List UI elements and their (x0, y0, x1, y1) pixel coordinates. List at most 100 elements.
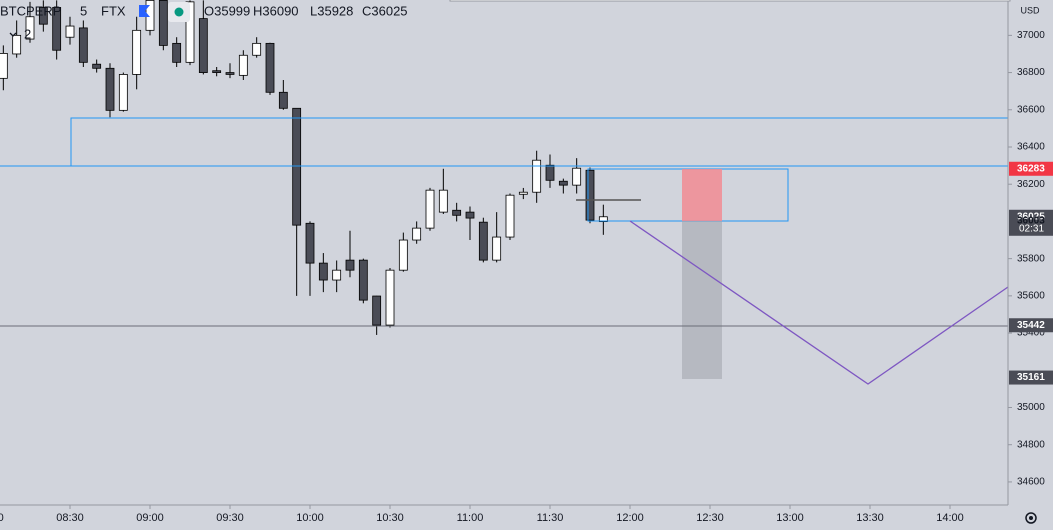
candle-body (52, 7, 62, 51)
candle-body (452, 209, 462, 216)
candle-body (65, 25, 75, 38)
x-tick-label: 08:30 (56, 512, 84, 524)
candle-body (345, 259, 355, 271)
exchange[interactable]: FTX (101, 3, 126, 18)
y-tick-label: 36800 (1017, 67, 1045, 78)
candle-body (198, 18, 208, 73)
candle-body (305, 222, 315, 264)
ohlc-low: L35928 (310, 3, 353, 18)
candle-body (185, 1, 195, 63)
candle-body (265, 42, 275, 93)
price-label-bg (1009, 209, 1053, 236)
candle-body (558, 180, 568, 186)
candle-body (425, 189, 435, 229)
candle-body (105, 67, 115, 111)
y-tick-label: 35000 (1017, 402, 1045, 413)
candle-body (492, 236, 502, 261)
price-label-bg (1009, 161, 1053, 176)
x-tick-label: 12:00 (616, 512, 644, 524)
target-zone[interactable] (682, 221, 722, 379)
candle-body (212, 70, 222, 73)
candle-body (598, 216, 608, 223)
x-tick-label: 10:30 (376, 512, 404, 524)
status-icon[interactable] (174, 7, 184, 17)
candle-body (518, 191, 528, 195)
candle-body (398, 239, 408, 271)
x-tick-label: 09:00 (136, 512, 164, 524)
path-drawing[interactable] (629, 220, 1009, 385)
candle-body (25, 16, 35, 40)
candle-body (38, 7, 48, 25)
ohlc-high: H36090 (253, 3, 299, 18)
price-label-bg (1009, 370, 1053, 385)
candle-body (12, 34, 22, 55)
x-tick-label: 13:30 (856, 512, 884, 524)
candle-body (478, 221, 488, 261)
risk-zone[interactable] (682, 169, 722, 221)
axis-labels: 37000 36800 36600 36400 36200 35800 35600 35400… (0, 30, 1053, 524)
y-tick-label: 34800 (1017, 439, 1045, 450)
settings-gear[interactable] (1025, 512, 1037, 524)
candle-body (372, 295, 382, 326)
candle-body (118, 74, 128, 111)
candle-body (385, 269, 395, 326)
candle-body (412, 227, 422, 241)
candle-body (158, 0, 168, 46)
plot-area (0, 0, 608, 335)
y-tick-label: 35400 (1017, 328, 1045, 339)
candle-body (465, 211, 475, 219)
candle-body (292, 107, 302, 226)
price-label: 35442 (1017, 320, 1045, 331)
candle-body (332, 269, 342, 281)
candle-body (78, 27, 88, 63)
interval[interactable]: 5 (80, 3, 87, 18)
settings-gear-center[interactable] (1029, 516, 1033, 520)
ohlc-close: C36025 (362, 3, 408, 18)
indicator-count[interactable]: 2 (24, 26, 31, 41)
candle-body (0, 53, 8, 79)
candle-body (585, 169, 595, 221)
price-label: 35161 (1017, 372, 1045, 383)
x-tick-label: 14:00 (936, 512, 964, 524)
candle-body (278, 91, 288, 109)
time-axis (0, 505, 1008, 530)
candle-body (572, 167, 582, 186)
candle-body (92, 63, 102, 69)
price-label: 36003 (1017, 216, 1045, 227)
ohlc-open: O35999 (204, 3, 250, 18)
x-tick-label: 11:30 (537, 512, 564, 524)
price-label-bg (1009, 318, 1053, 333)
price-label: 36025 (1017, 211, 1045, 222)
top-panel-edge (449, 0, 1011, 2)
x-tick-label: 12:30 (696, 512, 724, 524)
countdown-label: 02:31 (1019, 223, 1044, 234)
candle-body (358, 259, 368, 301)
candle-body (132, 29, 142, 75)
symbol[interactable]: BTCPERP (0, 3, 61, 18)
legend: BTCPERP 5 FTX O35999 H36090 L35928 C3602… (0, 2, 408, 41)
y-tick-label: 36200 (1017, 179, 1045, 190)
x-tick-label: 08:00 (0, 512, 4, 524)
candle-body (225, 72, 235, 75)
y-tick-label: 36600 (1017, 104, 1045, 115)
x-tick-label: 09:30 (216, 512, 244, 524)
axis-unit: USD (1020, 5, 1040, 15)
candle-body (438, 189, 448, 213)
collapse-icon[interactable] (9, 32, 17, 37)
y-tick-label: 35800 (1017, 253, 1045, 264)
x-tick-label: 13:00 (776, 512, 804, 524)
candle-body (532, 159, 542, 193)
candle-body (318, 262, 328, 281)
y-tick-label: 37000 (1017, 30, 1045, 41)
y-tick-label: 34600 (1017, 477, 1045, 488)
candle-body (545, 164, 555, 181)
flag-icon[interactable] (139, 5, 150, 17)
candle-body (172, 42, 182, 63)
candle-body (238, 54, 248, 76)
x-tick-label: 10:00 (296, 512, 324, 524)
price-label: 36283 (1017, 163, 1045, 174)
candle-body (252, 42, 262, 56)
settings-icon[interactable] (1025, 512, 1037, 524)
